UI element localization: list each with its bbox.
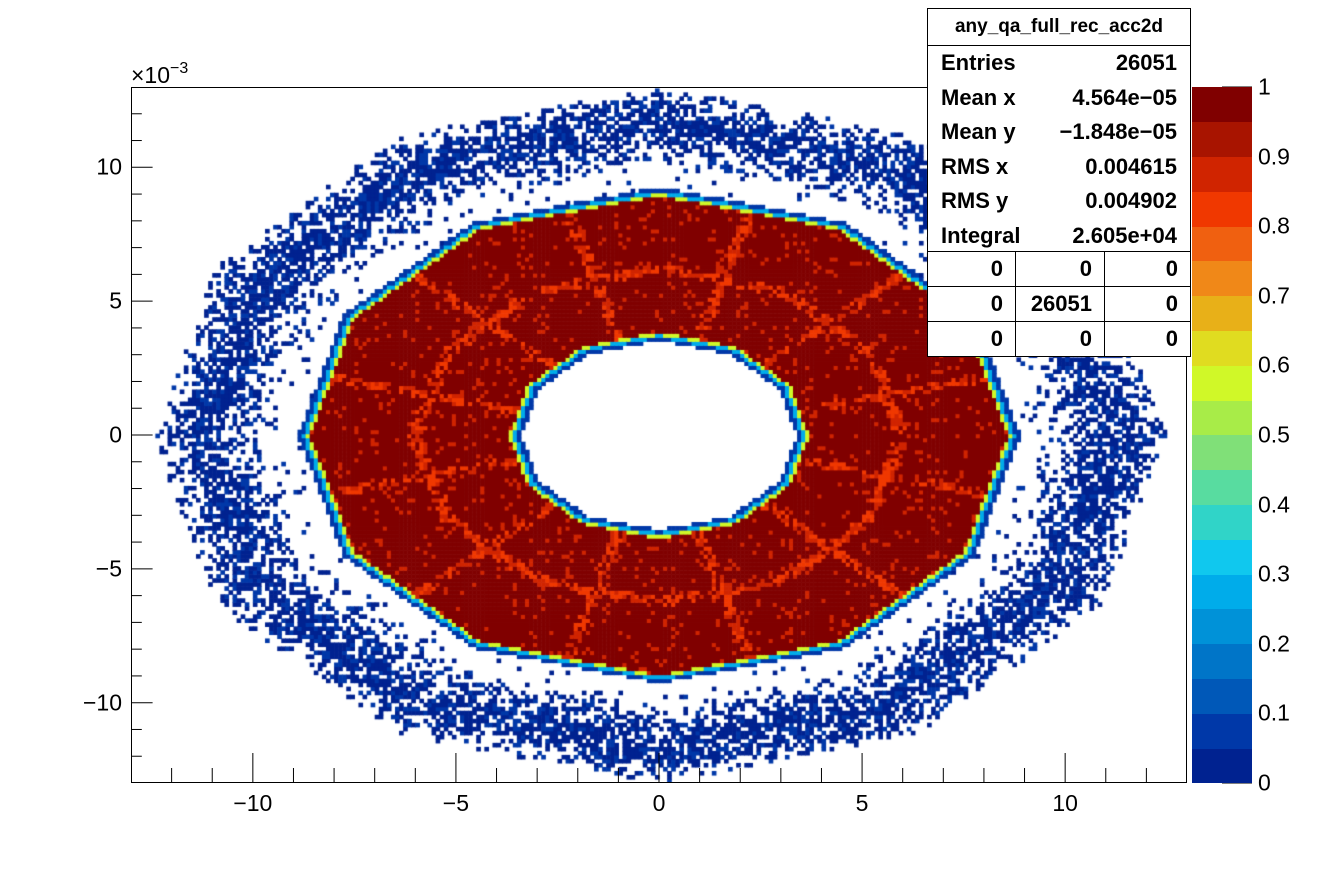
palette-tick-label: 0.3 xyxy=(1258,560,1290,587)
overflow-cell: 0 xyxy=(1015,321,1105,356)
palette-tick-label: 0.8 xyxy=(1258,212,1290,239)
stats-row: Integral 2.605e+04 xyxy=(928,219,1190,254)
palette-band xyxy=(1192,365,1252,401)
stats-row: Mean y −1.848e−05 xyxy=(928,115,1190,150)
palette-band xyxy=(1192,330,1252,366)
y-tick-label: 5 xyxy=(109,287,122,314)
stats-label: Integral xyxy=(941,222,1021,248)
stats-row: Entries 26051 xyxy=(928,46,1190,81)
multiplier-exponent: −3 xyxy=(170,60,189,77)
palette-band xyxy=(1192,469,1252,506)
stats-value: 4.564e−05 xyxy=(1072,84,1177,110)
y-tick-label: −10 xyxy=(82,689,122,716)
overflow-cell: 0 xyxy=(928,321,1016,356)
palette-band xyxy=(1192,191,1252,227)
stats-label: Mean x xyxy=(941,84,1016,110)
stats-value: −1.848e−05 xyxy=(1059,119,1177,144)
stats-value: 2.605e+04 xyxy=(1072,222,1177,248)
stats-box[interactable]: any_qa_full_rec_acc2d Entries 26051 Mean x… xyxy=(927,8,1191,357)
palette-tick-label: 0 xyxy=(1258,769,1271,796)
palette-band xyxy=(1192,504,1252,540)
palette-tick-label: 0.4 xyxy=(1258,491,1290,518)
stats-label: RMS y xyxy=(941,188,1009,213)
palette-tick-label: 0.6 xyxy=(1258,351,1290,378)
overflow-cell: 0 xyxy=(1104,251,1190,287)
x-tick-label: 0 xyxy=(652,790,666,816)
stats-row: Mean x 4.564e−05 xyxy=(928,81,1190,116)
palette-band xyxy=(1192,295,1252,332)
stats-value: 0.004902 xyxy=(1085,188,1177,213)
palette-band xyxy=(1192,574,1252,610)
palette-band xyxy=(1192,261,1252,297)
palette-band xyxy=(1192,713,1252,749)
multiplier-base: ×10 xyxy=(131,62,171,88)
palette-band xyxy=(1192,435,1252,471)
palette-tick-label: 0.9 xyxy=(1258,143,1290,170)
stats-label: RMS x xyxy=(941,153,1009,179)
stats-label: Mean y xyxy=(941,119,1016,144)
palette-band xyxy=(1192,156,1252,192)
overflow-cell: 0 xyxy=(1015,251,1105,287)
overflow-cell: 26051 xyxy=(1015,286,1105,322)
palette-band xyxy=(1192,643,1252,680)
stats-title: any_qa_full_rec_acc2d xyxy=(928,9,1190,46)
overflow-cell: 0 xyxy=(1104,321,1190,356)
x-tick-label: −5 xyxy=(442,790,470,816)
y-tick-label: 10 xyxy=(96,153,122,180)
axis-multiplier: ×10−3 xyxy=(131,60,188,89)
palette-tick-label: 0.2 xyxy=(1258,630,1290,657)
palette-tick-label: 0.7 xyxy=(1258,282,1290,309)
x-tick-label: 5 xyxy=(855,790,869,816)
overflow-cell: 0 xyxy=(1104,286,1190,322)
x-tick-label: 10 xyxy=(1052,790,1078,816)
palette-tick-label: 0.1 xyxy=(1258,699,1290,726)
palette-band xyxy=(1192,87,1252,123)
overflow-table: 0 0 0 0 26051 0 0 0 0 xyxy=(928,251,1190,356)
stats-row: RMS y 0.004902 xyxy=(928,184,1190,219)
palette-band xyxy=(1192,400,1252,436)
palette-band xyxy=(1192,678,1252,714)
color-palette xyxy=(1192,87,1252,784)
palette-band xyxy=(1192,609,1252,645)
palette-band xyxy=(1192,748,1252,784)
y-tick-label: −5 xyxy=(95,555,122,582)
palette-band xyxy=(1192,539,1252,575)
overflow-cell: 0 xyxy=(928,251,1016,287)
stats-label: Entries xyxy=(941,50,1016,75)
x-tick-label: −10 xyxy=(233,790,273,816)
stats-value: 0.004615 xyxy=(1085,153,1177,179)
palette-tick-label: 0.5 xyxy=(1258,421,1290,448)
stats-value: 26051 xyxy=(1115,50,1177,75)
stats-row: RMS x 0.004615 xyxy=(928,150,1190,185)
palette-band xyxy=(1192,121,1252,158)
palette-band xyxy=(1192,226,1252,262)
overflow-cell: 0 xyxy=(928,286,1016,322)
y-tick-label: 0 xyxy=(109,421,122,448)
palette-tick-label: 1 xyxy=(1258,73,1271,100)
